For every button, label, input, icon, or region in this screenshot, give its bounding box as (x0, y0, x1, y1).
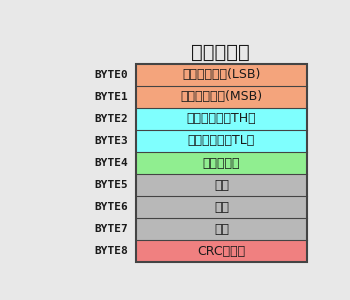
Bar (136, 174, 307, 196)
Text: BYTE6: BYTE6 (94, 202, 128, 212)
Text: BYTE8: BYTE8 (94, 246, 128, 256)
Bar (136, 196, 307, 218)
Text: 保留: 保留 (214, 223, 229, 236)
Bar (136, 108, 307, 130)
Text: BYTE3: BYTE3 (94, 136, 128, 146)
Text: BYTE2: BYTE2 (94, 114, 128, 124)
Text: 温度数据高位(MSB): 温度数据高位(MSB) (180, 90, 262, 103)
Text: BYTE5: BYTE5 (94, 180, 128, 190)
Text: CRC校验位: CRC校验位 (197, 245, 245, 258)
Text: 保留: 保留 (214, 178, 229, 192)
Bar (136, 218, 307, 240)
Bar (136, 240, 307, 262)
Bar (136, 64, 307, 86)
Text: 低温触发值（TL）: 低温触发值（TL） (188, 134, 255, 148)
Text: 高温触发值（TH）: 高温触发值（TH） (187, 112, 256, 125)
Text: 保留: 保留 (214, 201, 229, 214)
Text: BYTE7: BYTE7 (94, 224, 128, 234)
Text: BYTE4: BYTE4 (94, 158, 128, 168)
Bar (136, 152, 307, 174)
Text: BYTE1: BYTE1 (94, 92, 128, 102)
Text: BYTE0: BYTE0 (94, 70, 128, 80)
Bar (136, 86, 307, 108)
Text: 温度数据低位(LSB): 温度数据低位(LSB) (182, 68, 261, 81)
Bar (136, 64, 307, 262)
Text: 高速缓存器: 高速缓存器 (191, 43, 250, 62)
Bar (136, 130, 307, 152)
Text: 配置寄存器: 配置寄存器 (203, 157, 240, 169)
